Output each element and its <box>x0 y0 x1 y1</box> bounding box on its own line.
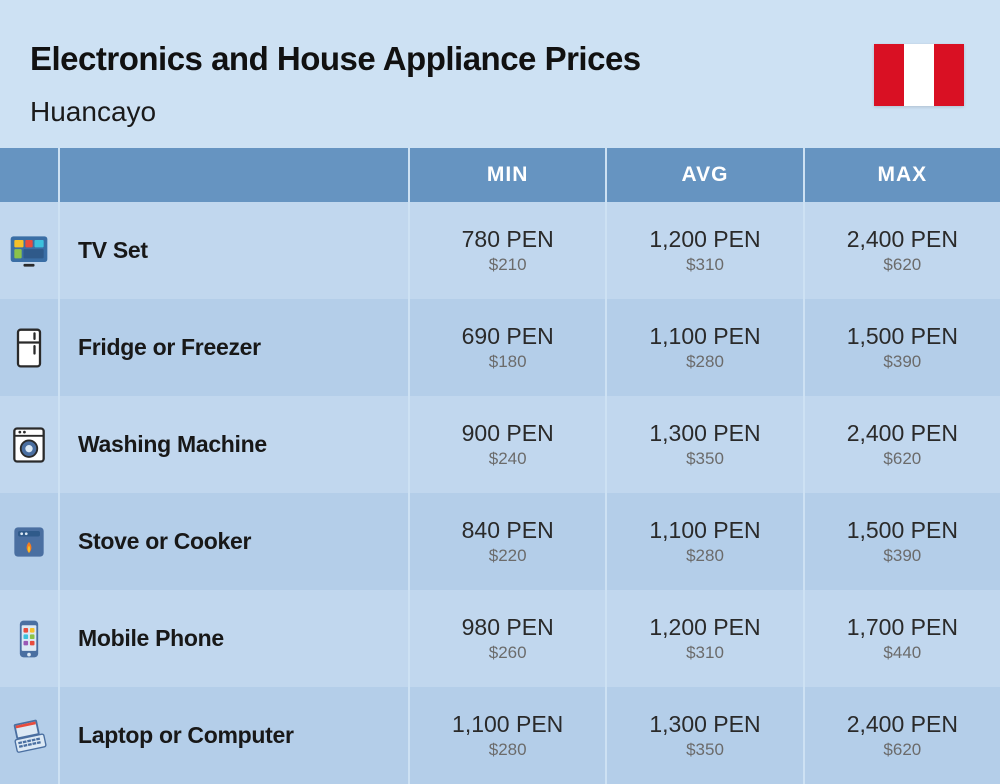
stove-icon <box>0 493 60 590</box>
table-body: TV Set780 PEN$2101,200 PEN$3102,400 PEN$… <box>0 202 1000 784</box>
table-header-icon <box>0 148 60 202</box>
item-name: Mobile Phone <box>60 590 410 687</box>
item-name: Washing Machine <box>60 396 410 493</box>
price-usd: $620 <box>883 255 921 275</box>
price-usd: $260 <box>489 643 527 663</box>
price-usd: $310 <box>686 255 724 275</box>
price-usd: $620 <box>883 449 921 469</box>
price-pen: 840 PEN <box>462 517 554 544</box>
price-avg: 1,100 PEN$280 <box>607 493 804 590</box>
price-min: 780 PEN$210 <box>410 202 607 299</box>
price-pen: 1,700 PEN <box>847 614 958 641</box>
price-avg: 1,200 PEN$310 <box>607 202 804 299</box>
table-header-name <box>60 148 410 202</box>
price-max: 2,400 PEN$620 <box>805 687 1000 784</box>
price-max: 1,500 PEN$390 <box>805 299 1000 396</box>
item-name: Stove or Cooker <box>60 493 410 590</box>
price-pen: 1,300 PEN <box>649 420 760 447</box>
table-row: Stove or Cooker840 PEN$2201,100 PEN$2801… <box>0 493 1000 590</box>
price-avg: 1,300 PEN$350 <box>607 396 804 493</box>
price-min: 1,100 PEN$280 <box>410 687 607 784</box>
price-min: 980 PEN$260 <box>410 590 607 687</box>
price-avg: 1,200 PEN$310 <box>607 590 804 687</box>
price-pen: 780 PEN <box>462 226 554 253</box>
price-pen: 1,500 PEN <box>847 323 958 350</box>
table-row: Mobile Phone980 PEN$2601,200 PEN$3101,70… <box>0 590 1000 687</box>
price-max: 1,500 PEN$390 <box>805 493 1000 590</box>
price-avg: 1,100 PEN$280 <box>607 299 804 396</box>
price-pen: 1,100 PEN <box>649 517 760 544</box>
table-header-row: MIN AVG MAX <box>0 148 1000 202</box>
price-max: 2,400 PEN$620 <box>805 202 1000 299</box>
title-group: Electronics and House Appliance Prices H… <box>30 40 641 128</box>
price-usd: $280 <box>489 740 527 760</box>
item-name: Laptop or Computer <box>60 687 410 784</box>
header: Electronics and House Appliance Prices H… <box>0 0 1000 140</box>
price-pen: 2,400 PEN <box>847 711 958 738</box>
table-row: TV Set780 PEN$2101,200 PEN$3102,400 PEN$… <box>0 202 1000 299</box>
price-pen: 900 PEN <box>462 420 554 447</box>
item-name: Fridge or Freezer <box>60 299 410 396</box>
price-usd: $390 <box>883 352 921 372</box>
price-pen: 1,100 PEN <box>452 711 563 738</box>
price-usd: $280 <box>686 352 724 372</box>
laptop-icon <box>0 687 60 784</box>
price-pen: 1,300 PEN <box>649 711 760 738</box>
price-usd: $350 <box>686 740 724 760</box>
price-usd: $280 <box>686 546 724 566</box>
price-max: 2,400 PEN$620 <box>805 396 1000 493</box>
table-row: Fridge or Freezer690 PEN$1801,100 PEN$28… <box>0 299 1000 396</box>
price-pen: 1,200 PEN <box>649 226 760 253</box>
price-pen: 2,400 PEN <box>847 420 958 447</box>
washer-icon <box>0 396 60 493</box>
price-usd: $210 <box>489 255 527 275</box>
phone-icon <box>0 590 60 687</box>
price-max: 1,700 PEN$440 <box>805 590 1000 687</box>
price-min: 900 PEN$240 <box>410 396 607 493</box>
table-row: Laptop or Computer1,100 PEN$2801,300 PEN… <box>0 687 1000 784</box>
price-pen: 2,400 PEN <box>847 226 958 253</box>
price-pen: 980 PEN <box>462 614 554 641</box>
price-usd: $240 <box>489 449 527 469</box>
price-usd: $220 <box>489 546 527 566</box>
price-pen: 1,100 PEN <box>649 323 760 350</box>
table-row: Washing Machine900 PEN$2401,300 PEN$3502… <box>0 396 1000 493</box>
price-pen: 1,200 PEN <box>649 614 760 641</box>
price-min: 690 PEN$180 <box>410 299 607 396</box>
price-usd: $440 <box>883 643 921 663</box>
item-name: TV Set <box>60 202 410 299</box>
price-usd: $390 <box>883 546 921 566</box>
price-usd: $620 <box>883 740 921 760</box>
price-usd: $350 <box>686 449 724 469</box>
price-avg: 1,300 PEN$350 <box>607 687 804 784</box>
tv-icon <box>0 202 60 299</box>
price-pen: 690 PEN <box>462 323 554 350</box>
table-header-max: MAX <box>805 148 1000 202</box>
price-table: MIN AVG MAX TV Set780 PEN$2101,200 PEN$3… <box>0 148 1000 784</box>
page-title: Electronics and House Appliance Prices <box>30 40 641 78</box>
page-subtitle: Huancayo <box>30 96 641 128</box>
price-pen: 1,500 PEN <box>847 517 958 544</box>
price-usd: $310 <box>686 643 724 663</box>
table-header-min: MIN <box>410 148 607 202</box>
peru-flag-icon <box>874 44 964 106</box>
table-header-avg: AVG <box>607 148 804 202</box>
price-min: 840 PEN$220 <box>410 493 607 590</box>
price-usd: $180 <box>489 352 527 372</box>
fridge-icon <box>0 299 60 396</box>
